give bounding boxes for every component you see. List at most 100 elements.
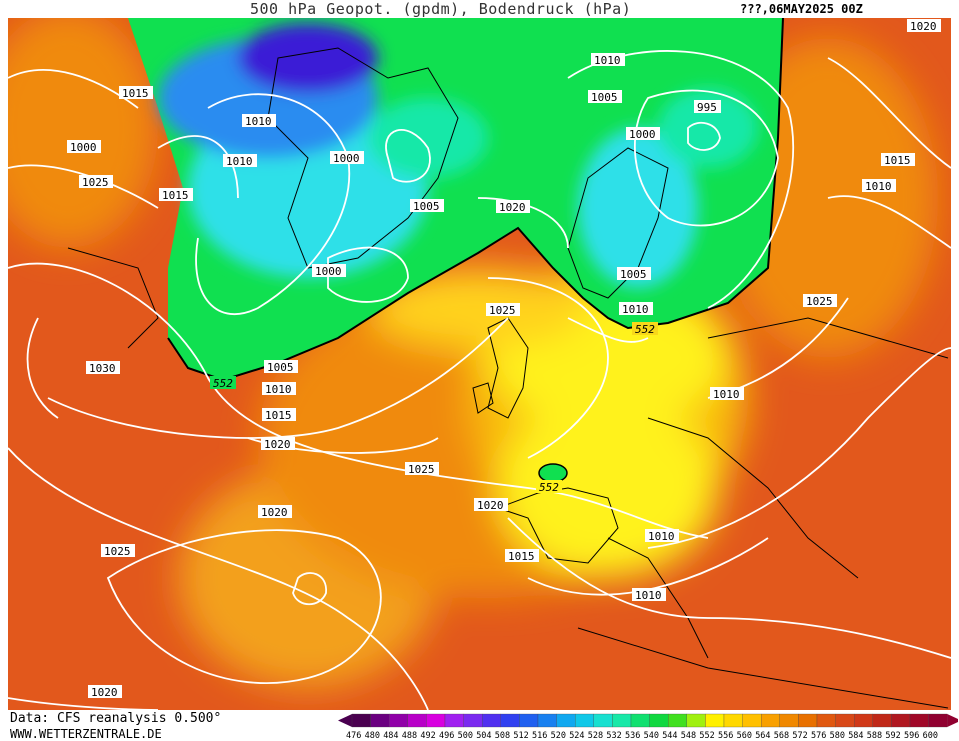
- scale-swatch: [686, 713, 706, 728]
- scale-swatch: [426, 713, 446, 728]
- scale-tick-label: 536: [625, 731, 640, 741]
- svg-text:1005: 1005: [620, 268, 647, 281]
- isobar-label: 1010: [710, 387, 744, 401]
- chart-title: 500 hPa Geopot. (gpdm), Bodendruck (hPa): [250, 0, 632, 18]
- svg-text:1015: 1015: [265, 409, 292, 422]
- scale-swatch: [444, 713, 464, 728]
- isobar-label: 1025: [486, 303, 520, 317]
- isobar-label: 1010: [632, 588, 666, 602]
- scale-swatch: [649, 713, 669, 728]
- isobar-label: 1020: [261, 437, 295, 451]
- svg-text:1010: 1010: [622, 303, 649, 316]
- scale-tick-label: 512: [513, 731, 528, 741]
- isobar-label: 1025: [79, 175, 113, 189]
- svg-text:1020: 1020: [910, 20, 937, 33]
- svg-text:1025: 1025: [408, 463, 435, 476]
- svg-text:1025: 1025: [489, 304, 516, 317]
- svg-text:1020: 1020: [477, 499, 504, 512]
- isobars: [8, 50, 951, 710]
- svg-text:1000: 1000: [315, 265, 342, 278]
- isobar-label: 995: [694, 100, 721, 114]
- scale-tick-label: 568: [774, 731, 789, 741]
- svg-text:552: 552: [213, 377, 233, 390]
- isobar-label: 1025: [101, 544, 135, 558]
- scale-tick-label: 584: [848, 731, 863, 741]
- svg-text:1010: 1010: [226, 155, 253, 168]
- scale-tick-label: 500: [458, 731, 473, 741]
- scale-swatch: [519, 713, 539, 728]
- svg-text:1010: 1010: [245, 115, 272, 128]
- isobar-label: 1010: [223, 154, 257, 168]
- svg-text:1010: 1010: [265, 383, 292, 396]
- isobar-label: 1010: [619, 302, 653, 316]
- scale-tick-label: 564: [755, 731, 770, 741]
- isobar-label: 1010: [862, 179, 896, 193]
- contour-label-group: 552 552 552: [210, 322, 658, 494]
- isobar-label: 1005: [588, 90, 622, 104]
- coastlines: [67, 47, 949, 709]
- scale-swatch: [705, 713, 725, 728]
- scale-tick-label: 560: [737, 731, 752, 741]
- svg-text:1015: 1015: [508, 550, 535, 563]
- scale-swatch: [389, 713, 408, 728]
- isobar-label: 1015: [262, 408, 296, 422]
- scale-tick-label: 528: [588, 731, 603, 741]
- svg-text:1020: 1020: [499, 201, 526, 214]
- contour-552: [167, 18, 784, 382]
- scale-tick-label: 540: [644, 731, 659, 741]
- scale-tick-label: 480: [365, 731, 380, 741]
- svg-text:1015: 1015: [122, 87, 149, 100]
- scale-swatch: [593, 713, 613, 728]
- isobar-label: 1015: [119, 86, 153, 100]
- scale-tick-label: 576: [811, 731, 826, 741]
- scale-swatch: [463, 713, 483, 728]
- scale-swatch: [891, 713, 911, 728]
- scale-tick-label: 476: [346, 731, 361, 741]
- isobar-label: 1015: [881, 153, 915, 167]
- isobar-label: 1000: [330, 151, 364, 165]
- scale-tick-label: 496: [439, 731, 454, 741]
- scale-swatch: [537, 713, 557, 728]
- scale-swatch: [816, 713, 836, 728]
- isobar-label: 1025: [405, 462, 439, 476]
- isobar-label: 1005: [264, 360, 298, 374]
- svg-text:1000: 1000: [70, 141, 97, 154]
- website-link[interactable]: WWW.WETTERZENTRALE.DE: [10, 727, 162, 741]
- scale-swatch: [500, 713, 520, 728]
- scale-swatch: [854, 713, 873, 728]
- scale-swatch: [556, 713, 576, 728]
- scale-tick-label: 548: [681, 731, 696, 741]
- scale-swatch: [723, 713, 743, 728]
- scale-swatch: [872, 713, 892, 728]
- svg-text:1010: 1010: [713, 388, 740, 401]
- data-source: Data: CFS reanalysis 0.500°: [10, 711, 222, 726]
- svg-text:1010: 1010: [865, 180, 892, 193]
- scale-swatch: [370, 713, 390, 728]
- isobar-label: 1020: [474, 498, 508, 512]
- scale-swatch: [630, 713, 650, 728]
- contour-label: 552: [210, 376, 236, 390]
- svg-text:1015: 1015: [162, 189, 189, 202]
- forecast-date: ???,06MAY2025 00Z: [740, 2, 863, 16]
- isobar-label: 1030: [86, 361, 120, 375]
- weather-map: 1020 1015 1010 1010 1010 1005 1000 995 1…: [8, 18, 951, 710]
- scale-swatch: [407, 713, 427, 728]
- isobar-label: 1015: [505, 549, 539, 563]
- scale-tick-label: 552: [699, 731, 714, 741]
- color-scale: 476 480 484 488 492 496 500 504 508 512 516 520 524 5…: [338, 713, 958, 741]
- isobar-label: 1010: [242, 114, 276, 128]
- scale-tick-label: 592: [885, 731, 900, 741]
- svg-text:1010: 1010: [648, 530, 675, 543]
- scale-swatch: [742, 713, 762, 728]
- svg-text:552: 552: [539, 481, 559, 494]
- svg-text:1030: 1030: [89, 362, 116, 375]
- scale-tick-label: 572: [792, 731, 807, 741]
- svg-text:1010: 1010: [635, 589, 662, 602]
- scale-tick-label: 508: [495, 731, 510, 741]
- isobar-label: 1020: [258, 505, 292, 519]
- scale-tick-label: 596: [904, 731, 919, 741]
- scale-swatch: [351, 713, 371, 728]
- isobar-label: 1010: [591, 53, 625, 67]
- svg-text:995: 995: [697, 101, 717, 114]
- scale-swatch: [779, 713, 799, 728]
